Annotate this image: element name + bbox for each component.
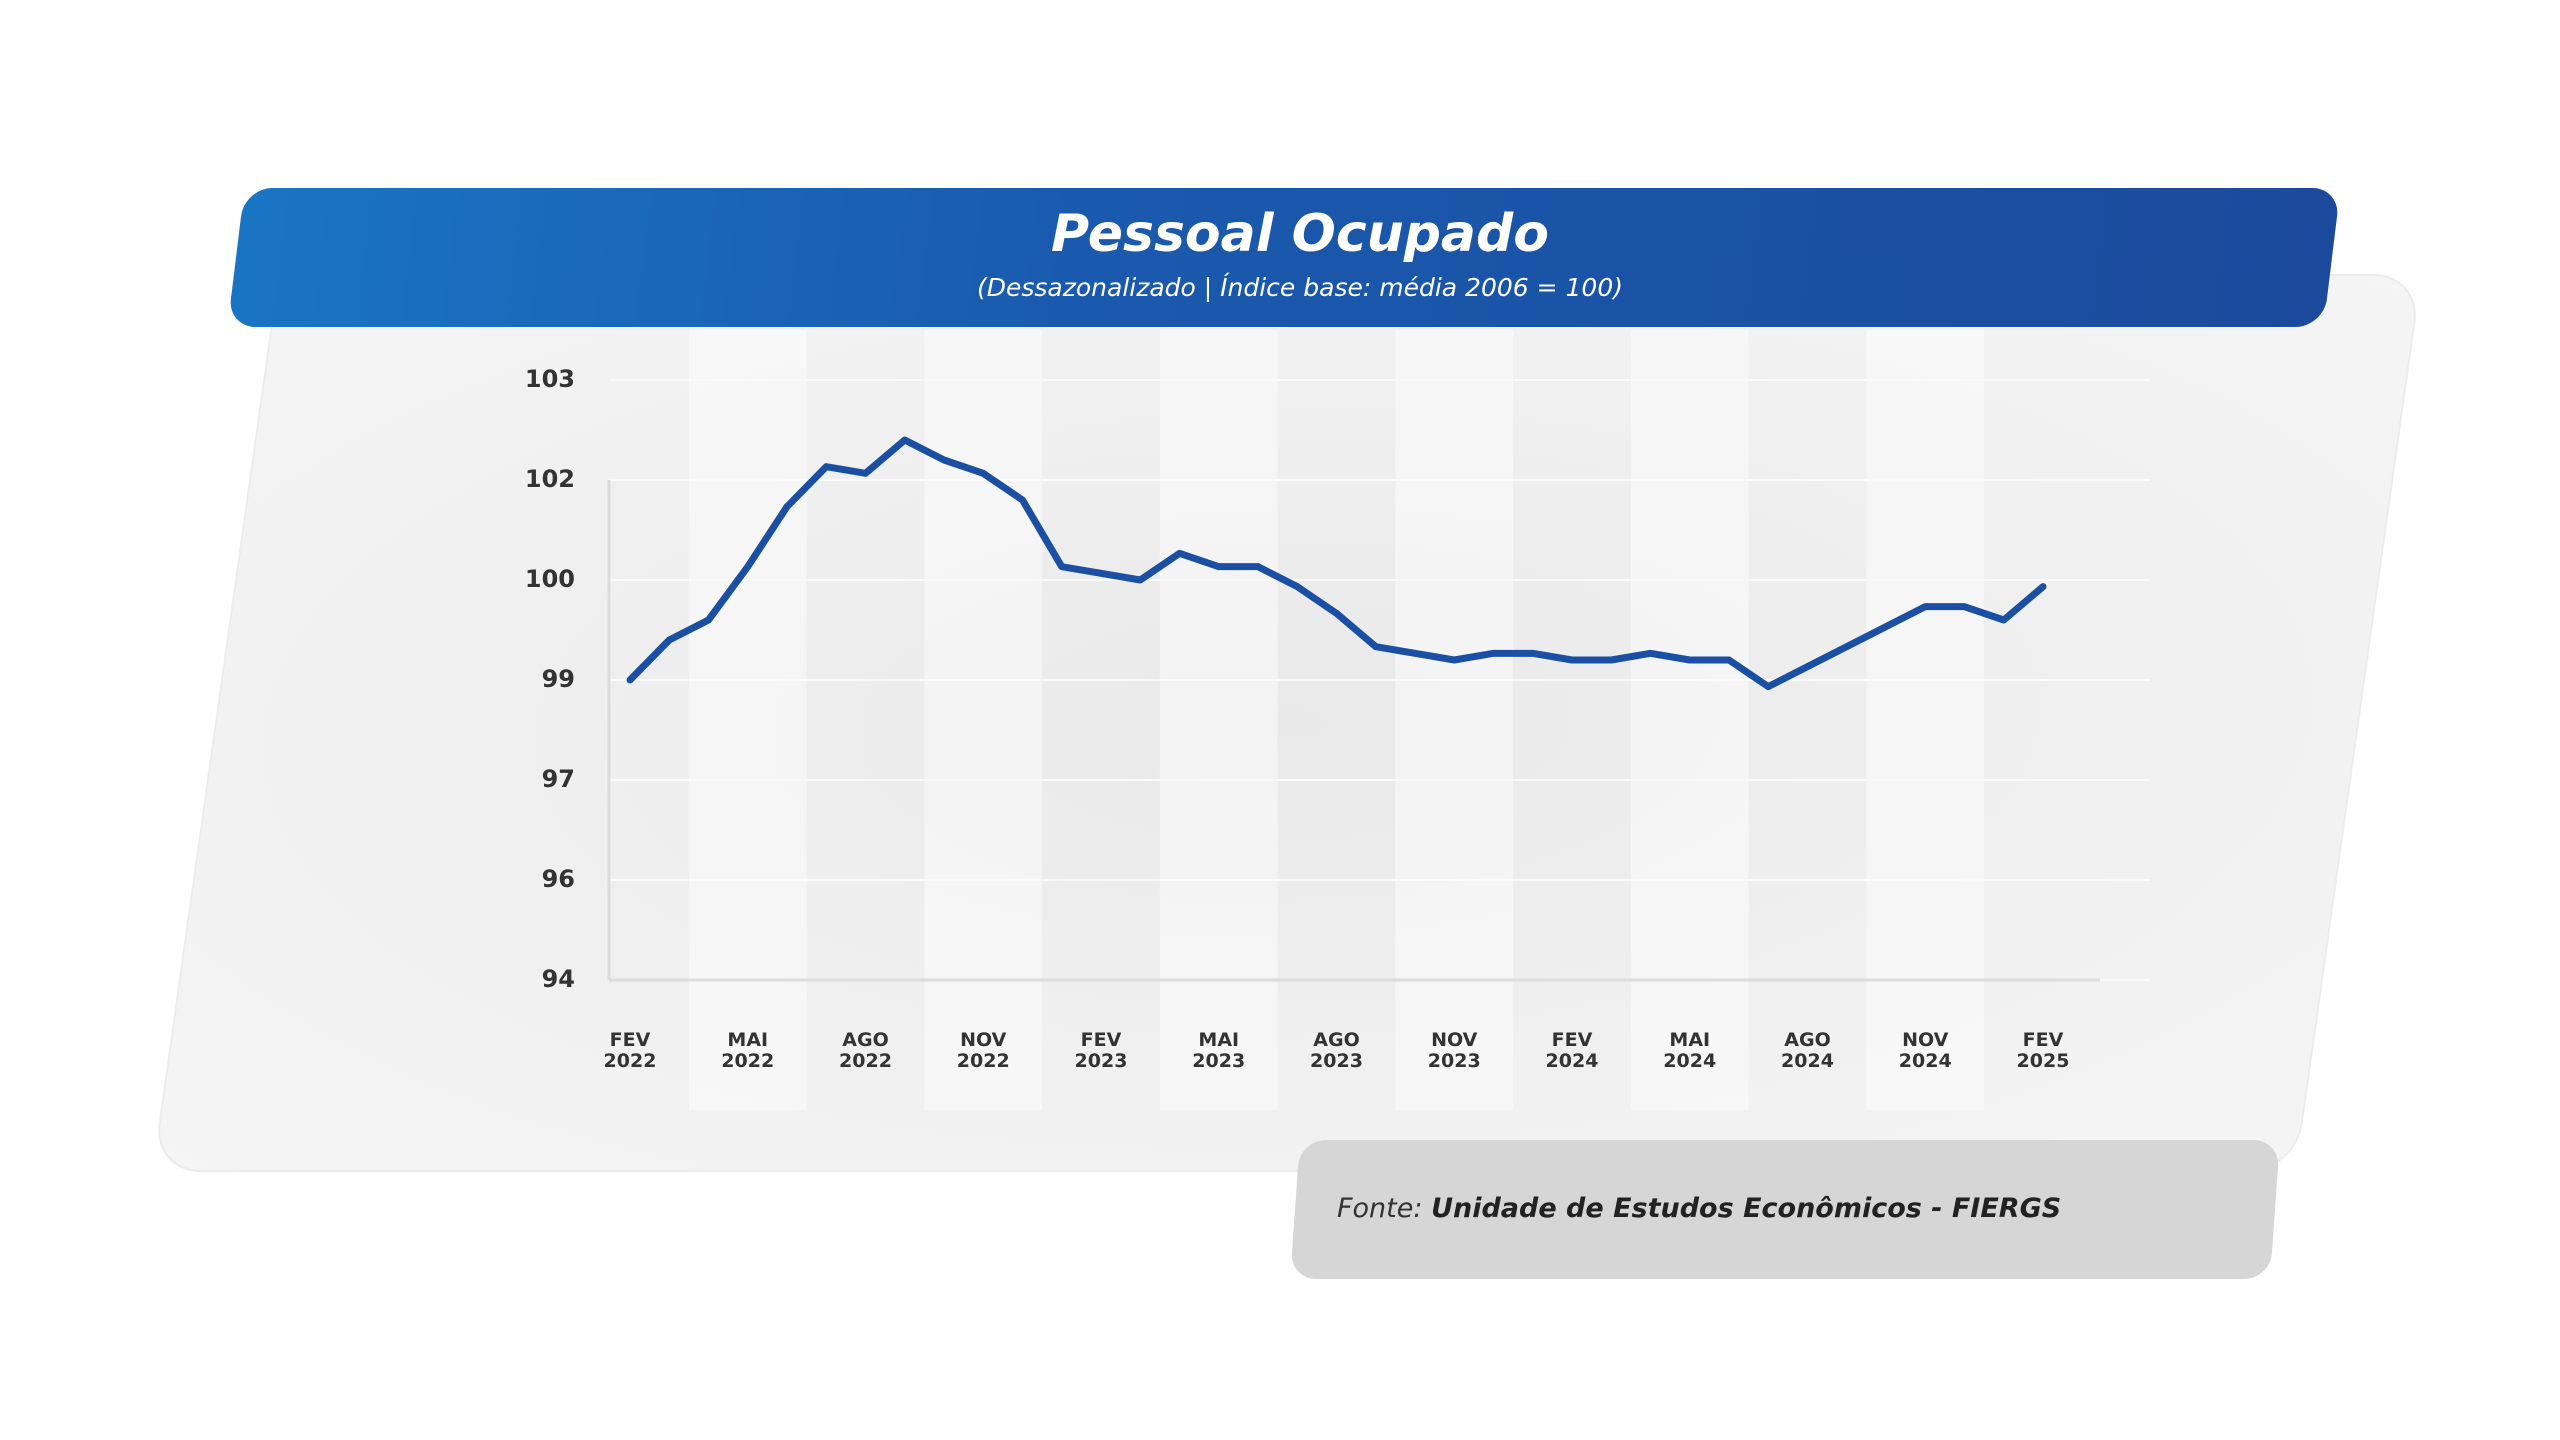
- x-tick-label: FEV 2023: [1074, 1029, 1128, 1072]
- x-tick-label: MAI 2024: [1663, 1029, 1717, 1072]
- x-tick-label: NOV 2024: [1898, 1029, 1952, 1072]
- x-tick-label: AGO 2022: [839, 1029, 892, 1072]
- subtitle: (Dessazonalizado | Índice base: média 20…: [977, 273, 1623, 302]
- x-tick-label: FEV 2022: [603, 1029, 657, 1072]
- y-tick-label: 99: [542, 665, 575, 693]
- x-tick-label: FEV 2024: [1545, 1029, 1599, 1072]
- y-tick-label: 103: [525, 365, 575, 393]
- x-tick-label: AGO 2023: [1310, 1029, 1363, 1072]
- stripe: [1630, 330, 1749, 1110]
- stripe: [1159, 330, 1278, 1110]
- stripe: [924, 330, 1043, 1110]
- x-tick-label: AGO 2024: [1781, 1029, 1834, 1072]
- source: Fonte: Unidade de Estudos Econômicos - F…: [1337, 1193, 2061, 1224]
- y-tick-label: 96: [542, 865, 575, 893]
- title: Pessoal Ocupado: [1051, 204, 1549, 264]
- y-tick-label: 97: [542, 765, 575, 793]
- stripe: [1866, 330, 1985, 1110]
- y-tick-label: 94: [542, 965, 575, 993]
- x-tick-label: FEV 2025: [2016, 1029, 2070, 1072]
- line: [626, 436, 2047, 691]
- source-name: Unidade de Estudos Econômicos - FIERGS: [1431, 1193, 2062, 1224]
- source-prefix: Fonte:: [1337, 1193, 1423, 1224]
- x-tick-label: MAI 2022: [721, 1029, 775, 1072]
- stripe: [688, 330, 807, 1110]
- y-tick-label: 100: [525, 565, 575, 593]
- stripe: [1395, 330, 1514, 1110]
- y-tick-label: 102: [525, 465, 575, 493]
- x-tick-label: MAI 2023: [1192, 1029, 1246, 1072]
- x-tick-label: NOV 2022: [956, 1029, 1010, 1072]
- x-tick-label: NOV 2023: [1427, 1029, 1481, 1072]
